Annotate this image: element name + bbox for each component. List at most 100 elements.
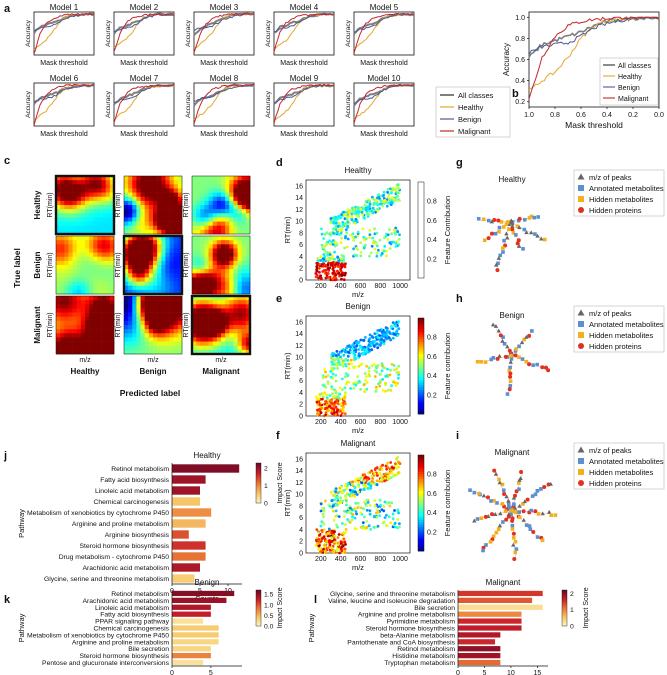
- colorbar-slice: [418, 251, 424, 255]
- heatmap-pixel: [165, 308, 170, 313]
- network-node-hidden-metabolite: [542, 237, 547, 242]
- heatmap-pixel: [128, 277, 133, 282]
- scatter-point: [325, 396, 329, 400]
- heatmap-pixel: [89, 273, 94, 278]
- heatmap-pixel: [76, 325, 82, 330]
- heatmap-pixel: [80, 252, 86, 258]
- heatmap-pixel: [245, 265, 251, 270]
- heatmap-pixel: [204, 188, 209, 193]
- scatter-ytick: 0: [299, 551, 303, 558]
- heatmap-pixel: [169, 285, 175, 291]
- heatmap-pixel: [204, 192, 209, 198]
- heatmap-pixel: [229, 312, 234, 318]
- scatter-point: [390, 191, 393, 195]
- colorbar-slice: [418, 349, 424, 352]
- heatmap-pixel: [64, 229, 69, 235]
- heatmap-pixel: [229, 265, 234, 270]
- model-xlabel: Mask threshold: [360, 131, 408, 138]
- scatter-point: [344, 543, 347, 546]
- heatmap-pixel: [64, 289, 69, 295]
- model-line-malignant: [353, 12, 415, 54]
- scatter-point: [360, 481, 363, 485]
- heatmap-pixel: [76, 221, 82, 227]
- bar: [458, 611, 522, 617]
- heatmap-pixel: [233, 244, 238, 249]
- scatter-point: [361, 206, 365, 210]
- scatter-point: [355, 254, 359, 258]
- heatmap-pixel: [105, 176, 111, 181]
- heatmap-pixel: [225, 196, 230, 202]
- scatter-point: [315, 265, 319, 268]
- network-node-protein: [542, 485, 547, 490]
- network-node-hidden-metabolite: [496, 527, 501, 531]
- heatmap-pixel: [241, 329, 247, 334]
- scatter-point: [369, 486, 373, 490]
- heatmap-pixel: [221, 320, 226, 326]
- scatter-point: [342, 210, 345, 214]
- network-node-protein: [511, 531, 516, 536]
- bar: [172, 653, 211, 659]
- heatmap-pixel: [216, 229, 222, 235]
- heatmap-pixel: [85, 236, 90, 241]
- scatter-point: [375, 254, 379, 258]
- bar-colorbar-slice: [562, 621, 567, 623]
- bar-colorbar-slice: [256, 603, 261, 605]
- bar: [172, 625, 219, 631]
- scatter-point: [353, 356, 357, 360]
- heatmap-pixel: [80, 300, 86, 305]
- heatmap-pixel: [216, 188, 222, 193]
- network-node-annotated: [527, 524, 532, 528]
- heatmap-pixel: [80, 273, 86, 278]
- scatter-xtick: 800: [374, 556, 386, 563]
- heatmap-pixel: [56, 188, 61, 193]
- heatmap-pixel: [109, 196, 115, 202]
- scatter-point: [374, 242, 378, 246]
- heatmap-pixel: [124, 308, 129, 313]
- heatmap-pixel: [56, 205, 61, 210]
- heatmap-pixel: [169, 200, 175, 206]
- heatmap-pixel: [233, 205, 238, 210]
- network-node-protein: [489, 512, 494, 517]
- heatmap-pixel: [64, 296, 69, 301]
- heatmap-pixel: [196, 308, 201, 313]
- heatmap-pixel: [204, 296, 209, 301]
- bar-colorbar-slice: [256, 496, 261, 499]
- heatmap-pixel: [140, 176, 146, 181]
- heatmap-pixel: [60, 304, 65, 309]
- heatmap-pixel: [221, 300, 226, 305]
- model-ylabel: Accuracy: [265, 90, 272, 117]
- scatter-point: [326, 382, 330, 386]
- heatmap-pixel: [80, 304, 86, 309]
- scatter-point: [374, 335, 378, 339]
- scatter-point: [391, 186, 395, 190]
- heatmap-pixel: [132, 273, 137, 278]
- scatter-point: [321, 260, 325, 263]
- heatmap-pixel: [64, 273, 69, 278]
- heatmap-pixel: [93, 256, 98, 262]
- heatmap-pixel: [101, 184, 107, 189]
- scatter-point: [373, 227, 376, 231]
- heatmap-pixel: [173, 308, 179, 313]
- heatmap-pixel: [212, 345, 218, 351]
- scatter-point: [373, 369, 377, 372]
- bar: [458, 632, 501, 638]
- heatmap-pixel: [241, 196, 247, 202]
- heatmap-pixel: [60, 252, 65, 258]
- network-node-protein: [507, 348, 512, 353]
- heatmap-pixel: [212, 312, 218, 318]
- scatter-point: [395, 329, 399, 333]
- scatter-point: [327, 527, 331, 531]
- network-node-peak: [524, 230, 529, 235]
- heatmap-pixel: [245, 349, 251, 355]
- colorbar-slice: [418, 256, 424, 260]
- heatmap-cell: RT(min)m/z: [47, 295, 115, 364]
- heatmap-pixel: [132, 345, 137, 351]
- scatter-xtick: 600: [355, 419, 367, 426]
- heatmap-pixel: [192, 281, 197, 287]
- scatter-ytick: 8: [299, 503, 303, 510]
- heatmap-pixel: [200, 337, 205, 342]
- model-line-malignant: [273, 83, 335, 124]
- heatmap-pixel: [233, 265, 238, 270]
- heatmap-pixel: [192, 269, 197, 274]
- scatter-point: [317, 276, 320, 280]
